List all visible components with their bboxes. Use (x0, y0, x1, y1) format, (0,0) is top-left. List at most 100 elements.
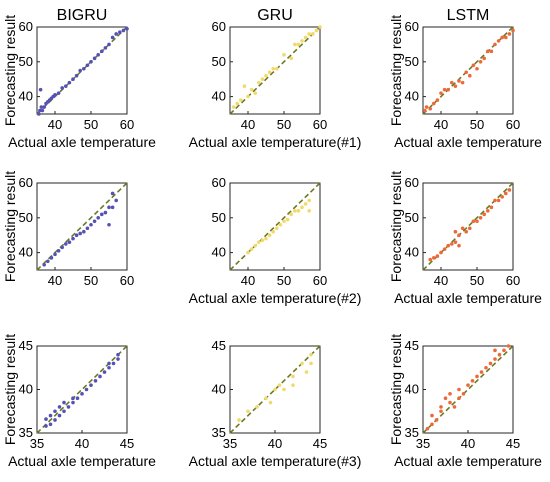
data-point (85, 226, 90, 231)
x-axis-label: Actual axle temperature (8, 453, 156, 469)
chart-title: BIGRU (57, 7, 108, 24)
data-point (471, 219, 476, 224)
y-tick-label: 45 (405, 338, 419, 353)
y-tick-label: 45 (19, 338, 33, 353)
data-point (85, 63, 90, 68)
data-point (482, 212, 487, 217)
x-tick-label: 50 (84, 117, 98, 132)
data-point (496, 39, 501, 43)
y-tick-label: 60 (212, 175, 226, 190)
x-tick-label: 35 (30, 436, 44, 451)
data-point (249, 247, 254, 251)
data-point (464, 70, 469, 75)
data-point (56, 249, 61, 253)
panel-5: 40 50 60 40 50 60 Actual axle temperature(#2) (189, 175, 362, 306)
data-point (460, 80, 465, 85)
data-point (314, 28, 319, 33)
data-point (239, 98, 243, 102)
data-point (475, 219, 479, 224)
data-point (277, 383, 282, 387)
y-tick-label: 40 (19, 89, 33, 104)
x-axis-label: Actual axle temperature (8, 134, 156, 150)
data-point (74, 73, 79, 78)
x-tick-label: 45 (506, 436, 520, 451)
data-point (80, 392, 84, 396)
data-point (64, 84, 68, 88)
reference-line (229, 26, 321, 115)
data-point (428, 257, 433, 262)
data-point (493, 198, 497, 203)
data-point (448, 400, 452, 405)
data-point (446, 87, 451, 92)
data-point (442, 247, 447, 251)
data-point (242, 84, 247, 88)
data-point (296, 209, 301, 213)
data-point (53, 252, 57, 257)
data-point (37, 112, 41, 116)
data-point (111, 361, 116, 366)
data-point (446, 243, 451, 248)
data-point (425, 426, 430, 431)
x-tick-label: 35 (223, 436, 237, 451)
data-point (293, 42, 297, 47)
data-point (38, 108, 42, 113)
data-point (493, 357, 497, 361)
data-point (486, 209, 490, 213)
data-point (67, 80, 72, 85)
chart-title: GRU (257, 7, 293, 24)
panel-2: 40 50 60 40 50 60 GRU Actual axle temperature(#… (189, 7, 362, 150)
reference-line (36, 182, 128, 271)
x-tick-label: 45 (120, 436, 134, 451)
data-point (62, 409, 66, 414)
data-point (235, 101, 239, 106)
x-axis-label: Actual axle temperature (394, 290, 542, 306)
data-point (40, 108, 45, 113)
data-point (100, 49, 104, 54)
reference-line (229, 345, 321, 434)
y-tick-label: 40 (212, 89, 226, 104)
data-point (493, 42, 497, 47)
data-point (493, 348, 497, 353)
data-point (116, 352, 120, 357)
data-point (439, 405, 443, 409)
data-point (57, 405, 62, 409)
x-tick-label: 40 (268, 436, 282, 451)
data-point (507, 188, 512, 192)
data-point (457, 387, 461, 392)
y-axis-label: Forecasting result (388, 334, 404, 445)
data-point (443, 396, 448, 401)
data-point (507, 32, 512, 36)
data-point (453, 240, 458, 244)
y-axis-label: Forecasting result (2, 171, 18, 282)
data-point (260, 238, 265, 243)
data-point (82, 229, 86, 234)
x-tick-label: 40 (48, 273, 62, 288)
x-axis-label: Actual axle temperature (394, 453, 542, 469)
chart-title: LSTM (447, 7, 490, 24)
data-point (275, 66, 279, 71)
x-tick-label: 60 (313, 273, 327, 288)
data-point (478, 216, 483, 220)
data-point (60, 245, 64, 250)
data-point (71, 236, 75, 241)
data-point (457, 243, 461, 248)
data-point (432, 101, 436, 106)
y-tick-label: 50 (212, 54, 226, 69)
x-tick-label: 40 (434, 117, 448, 132)
x-tick-label: 35 (416, 436, 430, 451)
data-point (253, 243, 257, 248)
x-tick-label: 60 (120, 273, 134, 288)
data-point (110, 205, 115, 210)
y-tick-label: 35 (19, 425, 33, 440)
data-point (466, 383, 470, 387)
x-tick-label: 60 (506, 273, 520, 288)
data-point (84, 387, 89, 392)
data-point (496, 198, 501, 203)
data-point (282, 219, 286, 224)
data-point (285, 217, 290, 222)
y-tick-label: 35 (405, 425, 419, 440)
y-axis-label: Forecasting result (388, 171, 404, 282)
data-point (307, 32, 312, 36)
